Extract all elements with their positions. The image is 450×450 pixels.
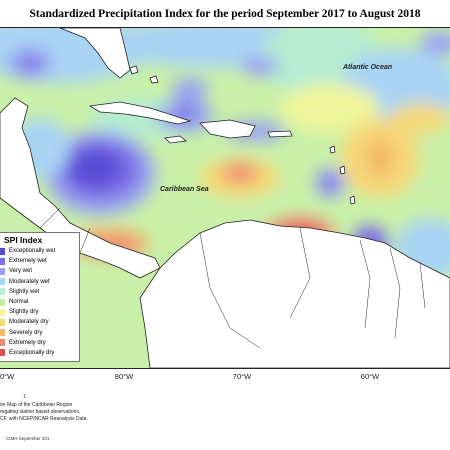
note-line: on Map of the Caribbean Region [0, 402, 73, 408]
legend-swatch [0, 329, 5, 337]
spi-legend: SPI Index Exceptionally wet Extremely wet… [0, 232, 80, 363]
legend-swatch [0, 308, 5, 316]
legend-item: Extremely dry [0, 338, 79, 348]
legend-swatch [0, 267, 5, 275]
legend-swatch [0, 257, 5, 265]
legend-swatch [0, 288, 5, 296]
longitude-label: 70°W [232, 372, 252, 381]
spi-map: Atlantic Ocean Caribbean Sea [0, 27, 450, 369]
legend-swatch [0, 278, 5, 286]
south-america-landmass [139, 219, 450, 368]
legend-label: Slightly wet [9, 288, 40, 295]
legend-item: Slightly wet [0, 287, 79, 297]
bahamas-island [149, 75, 159, 84]
legend-label: Slightly dry [9, 309, 39, 316]
legend-swatch [0, 247, 5, 255]
hispaniola-landmass [199, 119, 256, 139]
antilles-island [339, 165, 346, 175]
jamaica-landmass [164, 135, 187, 144]
florida-landmass [59, 28, 131, 79]
longitude-label: 80°W [114, 372, 134, 381]
land-masses [0, 28, 450, 368]
legend-items: Exceptionally wet Extremely wet Very wet Mo… [0, 246, 79, 358]
legend-label: Normal [9, 299, 29, 306]
antilles-island [329, 145, 336, 154]
legend-label: Extremely dry [9, 339, 46, 346]
note-line: CF, with NCEP/NCAR Reanalysis Data. [0, 416, 88, 422]
atlantic-ocean-label: Atlantic Ocean [343, 64, 393, 71]
legend-label: Exceptionally wet [9, 248, 56, 255]
puerto-rico-landmass [267, 130, 293, 138]
legend-label: Moderately dry [9, 319, 49, 326]
legend-item: Extremely wet [0, 256, 79, 266]
legend-label: Extremely wet [9, 258, 47, 265]
legend-label: Exceptionally dry [9, 349, 55, 356]
legend-swatch [0, 349, 5, 357]
note-line: regating station based observations, [0, 409, 81, 415]
cuba-landmass [88, 101, 192, 125]
legend-label: Very wet [9, 268, 33, 275]
longitude-label: 60°W [360, 372, 380, 381]
legend-item: Exceptionally wet [0, 246, 79, 256]
country-borders [39, 207, 426, 349]
legend-item: Moderately wet [0, 277, 79, 287]
caribbean-sea-label: Caribbean Sea [160, 186, 209, 193]
legend-swatch [0, 298, 5, 306]
legend-item: Slightly dry [0, 307, 79, 317]
footnote-marker: 1 [23, 394, 26, 400]
legend-item: Severely dry [0, 328, 79, 338]
legend-label: Severely dry [9, 329, 43, 336]
legend-item: Moderately dry [0, 317, 79, 327]
bahamas-island [129, 65, 139, 75]
antilles-island [349, 195, 356, 205]
legend-item: Normal [0, 297, 79, 307]
map-title: Standardized Precipitation Index for the… [29, 8, 421, 20]
longitude-label: 90°W [0, 372, 15, 381]
legend-swatch [0, 339, 5, 347]
legend-item: Exceptionally dry [0, 348, 79, 358]
legend-swatch [0, 318, 5, 326]
copyright-text: CIMH September 201 [6, 436, 50, 441]
legend-label: Moderately wet [9, 278, 50, 285]
spi-map-canvas [0, 28, 450, 368]
legend-item: Very wet [0, 266, 79, 276]
map-notes: on Map of the Caribbean Region regating … [0, 402, 88, 423]
legend-title: SPI Index [4, 235, 43, 245]
